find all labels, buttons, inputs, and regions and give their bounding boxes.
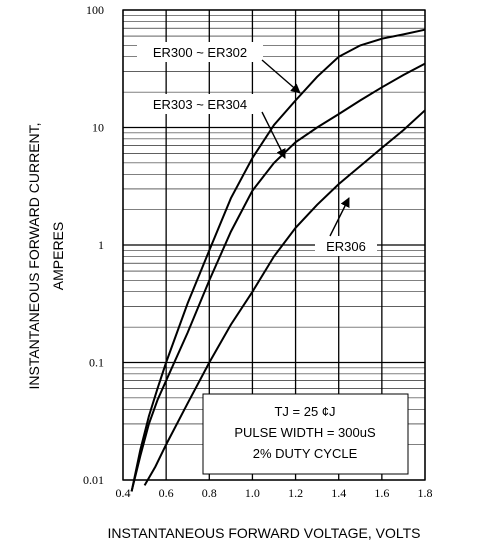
series-label: ER300 ~ ER302 bbox=[153, 45, 247, 60]
x-tick-label: 1.0 bbox=[245, 486, 260, 500]
x-tick-label: 1.4 bbox=[331, 486, 346, 500]
series-label: ER303 ~ ER304 bbox=[153, 97, 247, 112]
x-axis-title: INSTANTANEOUS FORWARD VOLTAGE, VOLTS bbox=[108, 525, 421, 541]
x-tick-label: 0.6 bbox=[159, 486, 174, 500]
annotations: TJ = 25 ¢J PULSE WIDTH = 300uS 2% DUTY CYC… bbox=[137, 42, 409, 475]
leader-arrow bbox=[329, 197, 350, 237]
x-tick-label: 1.6 bbox=[374, 486, 389, 500]
y-axis-title-line1: INSTANTANEOUS FORWARD CURRENT, bbox=[26, 122, 42, 389]
y-tick-label: 1 bbox=[98, 238, 104, 252]
series-label: ER306 bbox=[326, 239, 366, 254]
y-tick-label: 0.01 bbox=[83, 473, 104, 487]
y-tick-label: 0.1 bbox=[89, 356, 104, 370]
x-tick-label: 0.8 bbox=[202, 486, 217, 500]
y-tick-label: 100 bbox=[86, 3, 104, 17]
leader-arrow bbox=[261, 59, 301, 94]
conditions-box bbox=[202, 393, 409, 475]
series-curves bbox=[130, 28, 426, 492]
label-box-er300 bbox=[137, 42, 263, 62]
conditions-line: PULSE WIDTH = 300uS bbox=[234, 425, 376, 440]
tick-labels: 0.4 0.6 0.8 1.0 1.2 1.4 1.6 1.8 0.01 0.1 1 10 100 bbox=[83, 3, 433, 500]
label-box-er306 bbox=[315, 236, 377, 256]
series-line bbox=[130, 62, 426, 492]
label-box-er303 bbox=[137, 94, 263, 114]
conditions-line: TJ = 25 ¢J bbox=[274, 404, 335, 419]
conditions-line: 2% DUTY CYCLE bbox=[253, 446, 358, 461]
leader-arrow bbox=[261, 111, 286, 159]
x-tick-label: 0.4 bbox=[116, 486, 131, 500]
y-tick-label: 10 bbox=[92, 121, 104, 135]
series-line bbox=[130, 28, 426, 492]
y-axis-title-line2: AMPERES bbox=[50, 222, 66, 290]
x-tick-label: 1.2 bbox=[288, 486, 303, 500]
series-line bbox=[143, 109, 426, 486]
x-tick-label: 1.8 bbox=[418, 486, 433, 500]
plot-frame bbox=[122, 9, 426, 481]
